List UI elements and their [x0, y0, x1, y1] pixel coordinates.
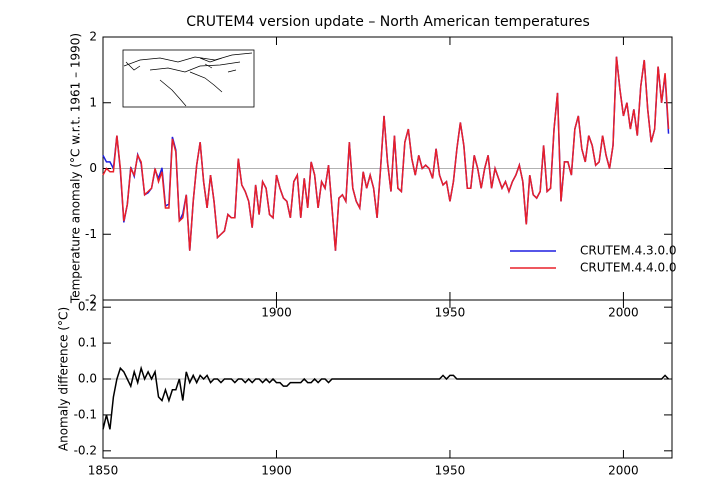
y-tick-label: -0.1: [74, 407, 97, 421]
x-tick-label: 1850: [88, 464, 119, 478]
x-tick-label: 2000: [608, 464, 639, 478]
y-axis-label: Temperature anomaly (°C w.r.t. 1961 – 19…: [69, 33, 83, 304]
x-tick-label: 2000: [608, 306, 639, 320]
y-tick-label: 0.1: [78, 336, 97, 350]
x-tick-label: 1950: [435, 306, 466, 320]
legend-label: CRUTEM.4.3.0.0: [580, 244, 677, 258]
y-tick-label: 0: [89, 161, 97, 175]
chart-title: CRUTEM4 version update – North American …: [186, 14, 590, 30]
y-tick-label: -2: [85, 293, 97, 307]
legend-label: CRUTEM.4.4.0.0: [580, 261, 677, 275]
series-line: [102, 56, 670, 251]
x-tick-label: 1950: [435, 464, 466, 478]
y-tick-label: 0.0: [78, 372, 97, 386]
x-tick-label: 1900: [261, 464, 292, 478]
y-axis-label: Anomaly difference (°C): [57, 307, 71, 451]
y-tick-label: -1: [85, 227, 97, 241]
y-tick-label: 0.2: [78, 300, 97, 314]
y-tick-label: 2: [89, 30, 97, 44]
y-tick-label: -0.2: [74, 443, 97, 457]
y-tick-label: 1: [89, 95, 97, 109]
x-tick-label: 1900: [261, 306, 292, 320]
difference-line: [102, 365, 670, 430]
map-inset: [122, 49, 255, 108]
